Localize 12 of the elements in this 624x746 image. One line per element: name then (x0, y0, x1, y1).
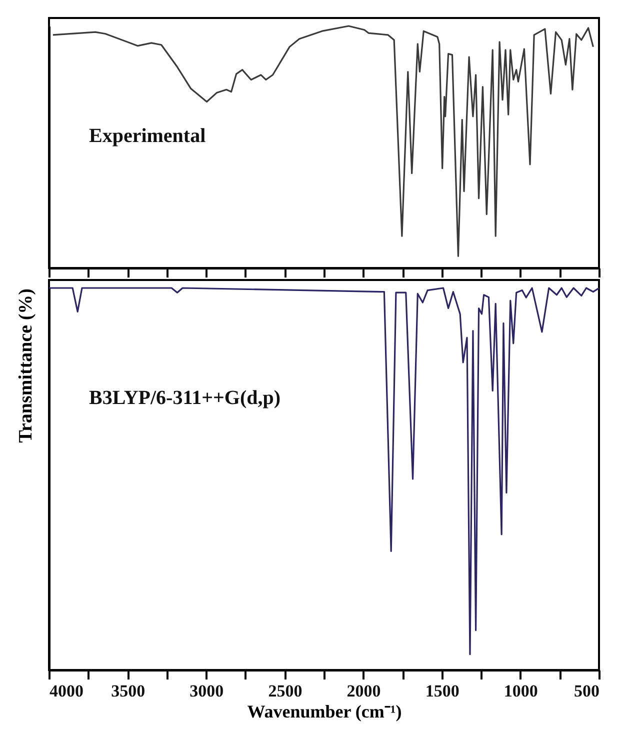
x-axis-title: Wavenumber (cm⁻¹) (247, 702, 402, 722)
x-tick-label: 500 (574, 682, 600, 700)
annotation: Experimental (89, 125, 206, 147)
x-tick-label: 2000 (346, 682, 381, 700)
x-tick-label: 4000 (50, 682, 84, 700)
x-tick-label: 3000 (190, 682, 224, 700)
x-tick-label: 3500 (111, 682, 146, 700)
annotation: B3LYP/6-311++G(d,p) (89, 387, 281, 409)
x-tick-label: 1500 (425, 682, 460, 700)
x-tick-label: 1000 (504, 682, 538, 700)
x-tick-label: 2500 (268, 682, 302, 700)
y-axis-title: Transmittance (%) (16, 288, 36, 443)
